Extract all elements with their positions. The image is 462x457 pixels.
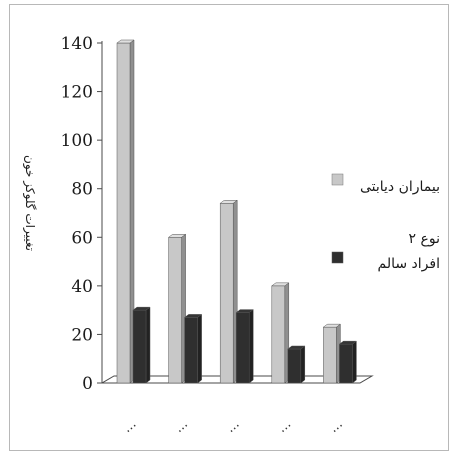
legend-label-diabetic: بیماران دیابتی [360, 179, 440, 195]
bar-healthy-3 [235, 312, 250, 384]
bar-diabetic-3-top [219, 200, 238, 204]
legend-swatch-healthy [331, 251, 344, 264]
bar-diabetic-4 [271, 285, 286, 384]
bar-healthy-1 [132, 309, 147, 384]
axis-labels: 0 20 40 60 80 100 120 140 تغییرات گلوکز خون.....… [22, 34, 346, 436]
x-category-label: ... [275, 417, 294, 436]
legend-swatch-diabetic [331, 173, 344, 186]
bar-healthy-5 [339, 343, 353, 384]
bar-diabetic-5 [323, 326, 337, 384]
bar-healthy-5-top [338, 340, 358, 345]
y-tick-label: 20 [71, 325, 93, 345]
bar-diabetic-5-top [322, 323, 342, 328]
bar-diabetic-3 [219, 203, 234, 384]
bar-healthy-2 [184, 317, 198, 384]
bar-healthy-4-side [300, 345, 306, 384]
bar-diabetic-1-top [116, 39, 135, 44]
y-tick-label: 0 [82, 374, 93, 394]
y-tick-label: 120 [61, 83, 93, 103]
bar-healthy-1-top [132, 306, 151, 311]
chart-frame: 0 20 40 60 80 100 120 140 تغییرات گلوکز خون.....… [9, 4, 449, 451]
y-tick-label: 140 [61, 34, 93, 54]
bar-healthy-4-top [287, 345, 306, 350]
bar-healthy-3-side [248, 309, 254, 384]
bar-healthy-5-side [352, 340, 357, 384]
x-category-label: ... [172, 417, 191, 436]
bar-diabetic-2 [168, 237, 182, 384]
bar-healthy-4 [287, 348, 302, 384]
bars [116, 39, 358, 384]
bar-diabetic-4-top [271, 282, 290, 287]
legend: بیماران دیابتی نوع ۲ افراد سالم [331, 173, 440, 272]
y-tick-label: 100 [61, 131, 93, 151]
x-category-label: ... [223, 417, 242, 436]
bar-healthy-2-side [197, 313, 202, 384]
bar-healthy-1-side [145, 306, 151, 384]
y-tick-label: 80 [71, 180, 93, 200]
y-tick-label: 40 [71, 277, 93, 297]
x-category-label: ... [120, 417, 139, 436]
legend-label-healthy: افراد سالم [378, 256, 440, 272]
bar-diabetic-1 [116, 42, 131, 384]
x-category-label: ... [327, 417, 346, 436]
y-axis-title: تغییرات گلوکز خون [22, 155, 37, 251]
bar-diabetic-2-top [167, 234, 187, 238]
y-tick-label: 60 [71, 228, 93, 248]
legend-label-diabetic-line2: نوع ۲ [409, 231, 440, 247]
bar-healthy-3-top [235, 309, 254, 313]
bar-healthy-2-top [183, 314, 203, 318]
bar-chart: 0 20 40 60 80 100 120 140 تغییرات گلوکز خون.....… [22, 34, 440, 436]
